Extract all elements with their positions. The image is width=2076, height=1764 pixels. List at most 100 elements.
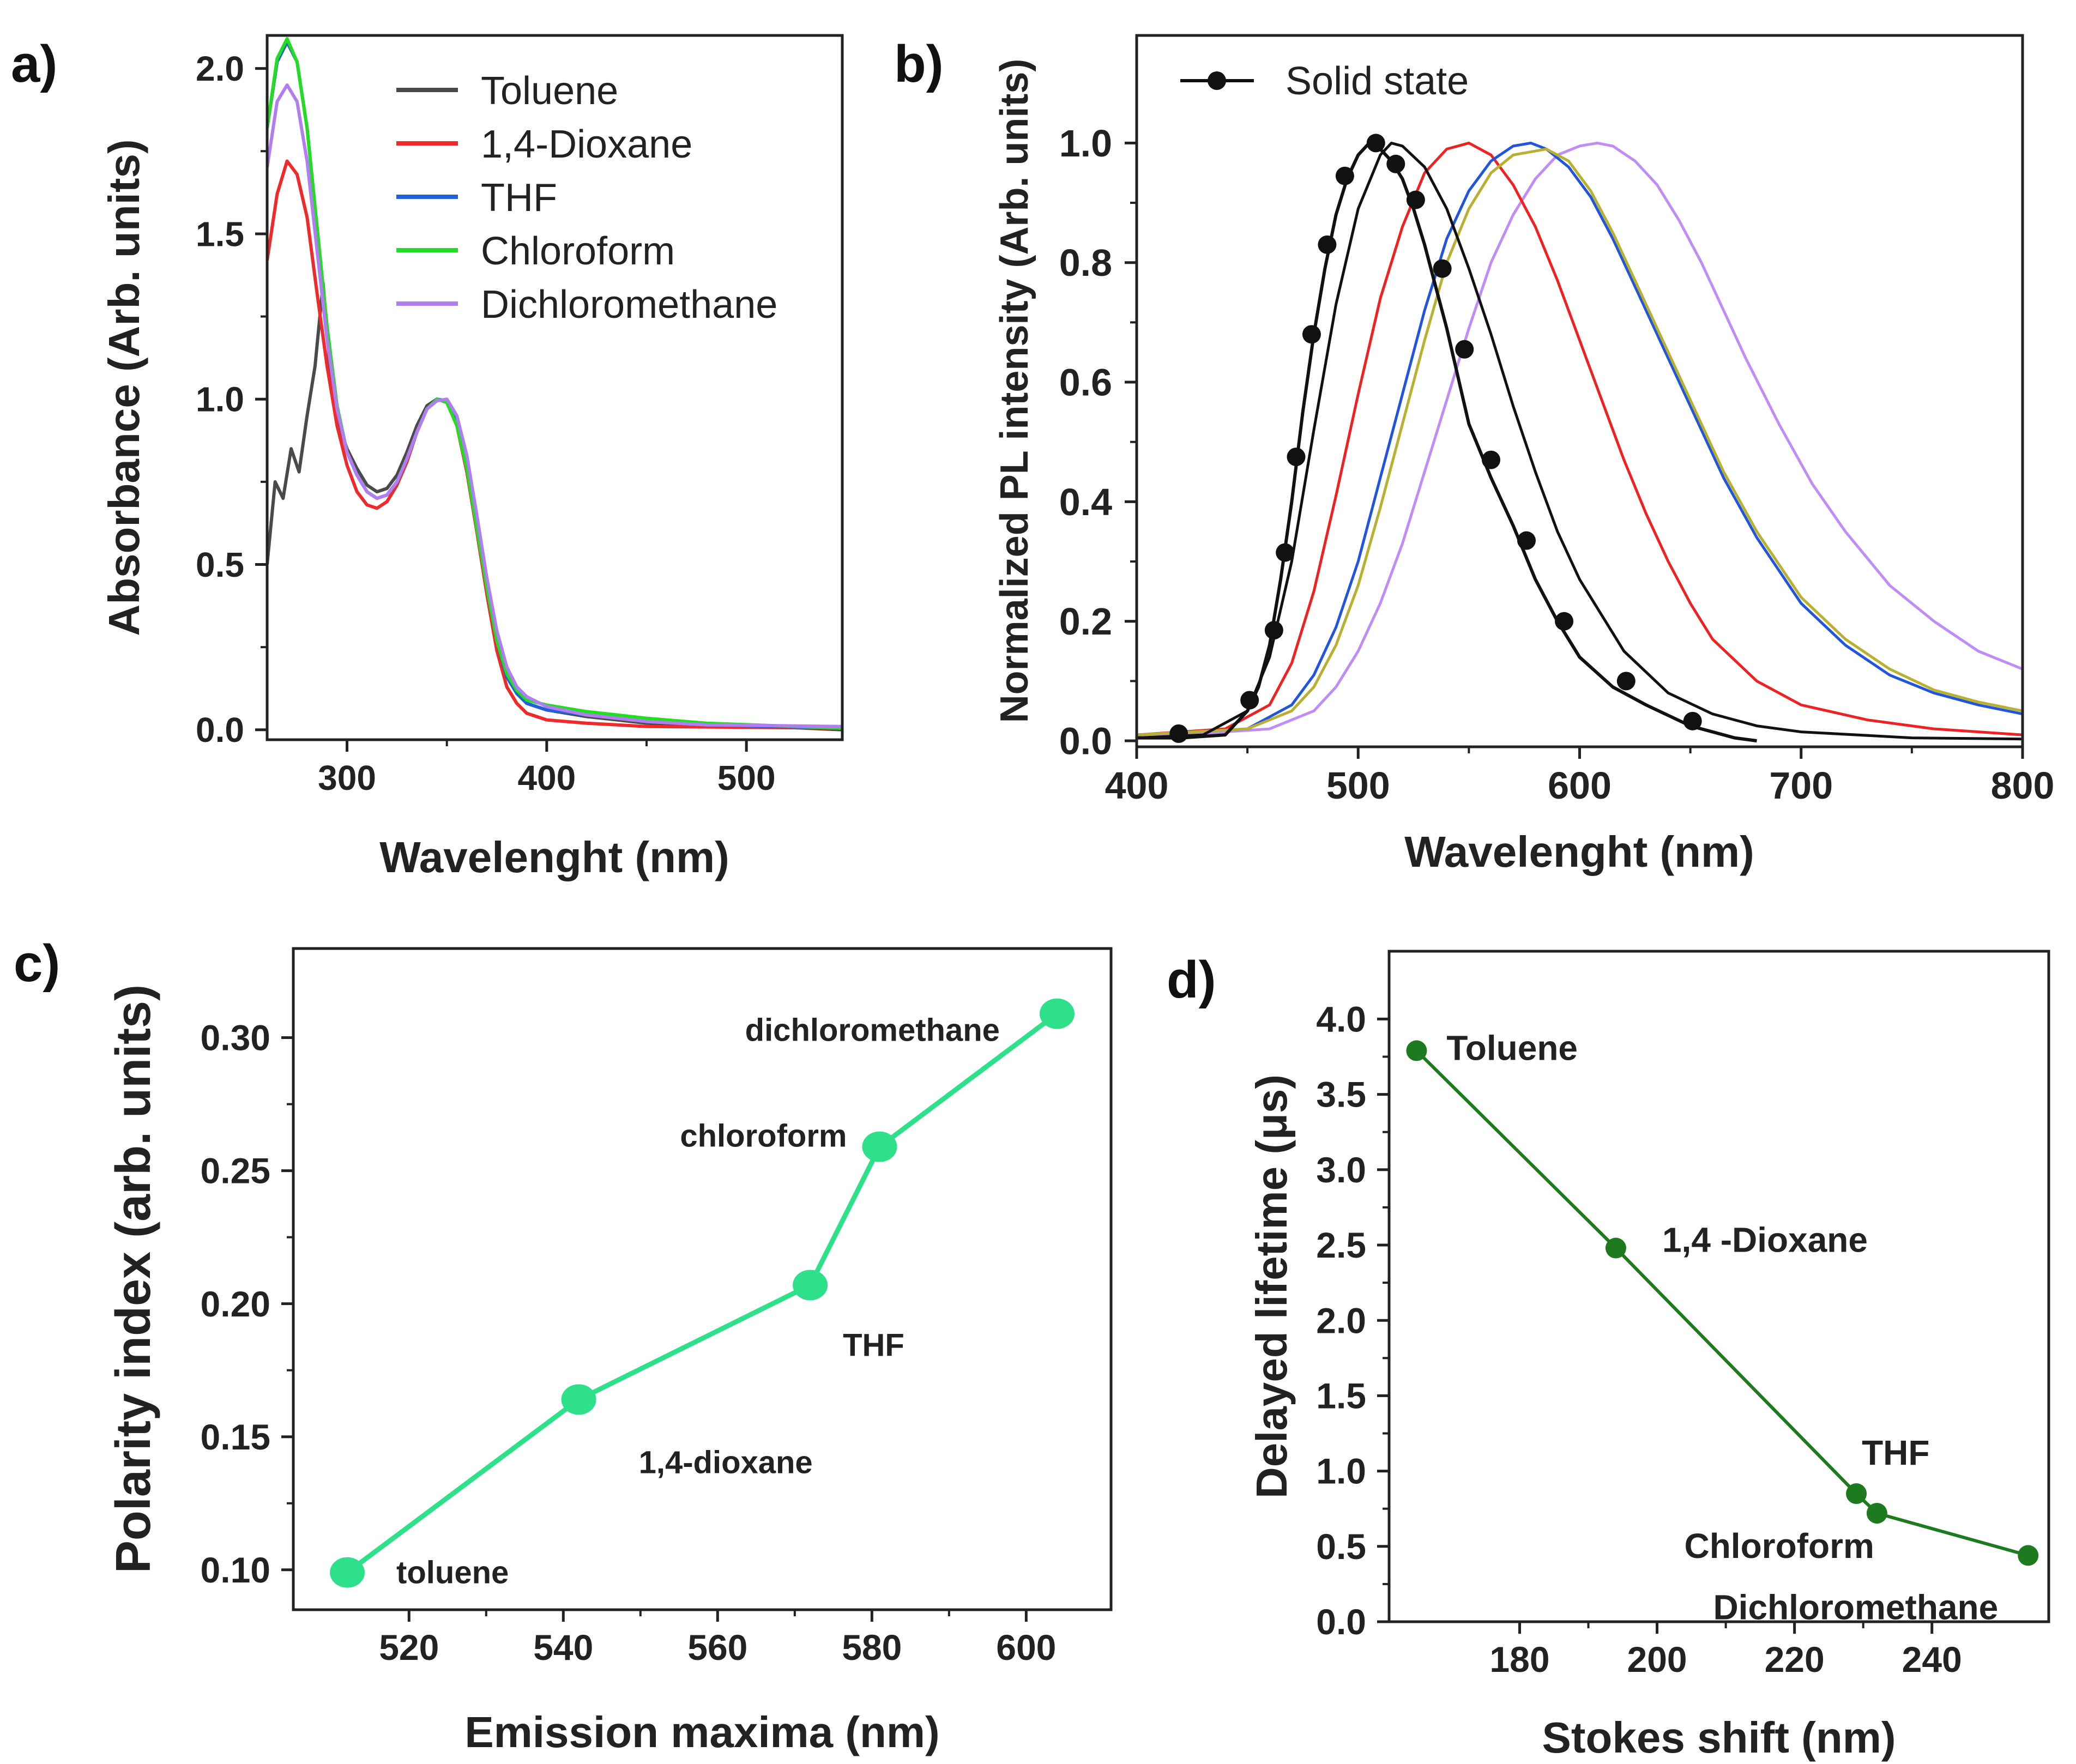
- y-tick-label-1: 0.15: [201, 1417, 270, 1457]
- y-tick-label-7: 3.5: [1316, 1074, 1366, 1115]
- polarity-point-label-chloroform: chloroform: [680, 1119, 847, 1154]
- lifetime-point-1-4-dioxane: [1605, 1237, 1626, 1259]
- y-tick-label-0: 0.0: [1059, 720, 1112, 763]
- y-tick-label-6: 3.0: [1316, 1150, 1366, 1190]
- x-tick-label-520: 520: [379, 1627, 439, 1668]
- polarity-y-axis-title: Polarity index (arb. units): [106, 984, 161, 1573]
- polarity-point-label-1-4-dioxane: 1,4-dioxane: [639, 1445, 813, 1480]
- y-tick-label-4: 0.30: [201, 1018, 270, 1058]
- x-tick-label-400: 400: [517, 758, 576, 798]
- y-tick-label-3: 0.6: [1059, 361, 1112, 404]
- pl-marker-solid-state-5: [1302, 325, 1321, 344]
- pl-line-1-4-dioxane: [1137, 141, 2023, 736]
- y-tick-label-4: 0.8: [1059, 241, 1112, 284]
- absorbance-x-axis-title: Wavelenght (nm): [379, 833, 729, 881]
- y-tick-label-2: 0.20: [201, 1284, 270, 1324]
- lifetime-point-chloroform: [1866, 1502, 1887, 1524]
- pl-marker-solid-state-13: [1482, 450, 1500, 469]
- y-tick-label-4: 2.0: [1316, 1300, 1366, 1340]
- x-tick-label-700: 700: [1769, 764, 1833, 807]
- legend-label-toluene: Toluene: [481, 69, 618, 113]
- pl-legend: Solid state: [1180, 59, 1469, 103]
- pl-y-axis-title: Normalized PL intensity (Arb. units): [993, 59, 1036, 723]
- y-tick-label-1: 0.5: [1316, 1526, 1366, 1567]
- absorbance-series-group: [267, 37, 842, 732]
- y-tick-label-0: 0.10: [201, 1550, 270, 1590]
- x-tick-label-200: 200: [1627, 1639, 1687, 1680]
- polarity-point-chloroform: [862, 1131, 897, 1162]
- polarity-chart: toluene 1,4-dioxane THF chloroform dichlorom…: [106, 947, 1113, 1756]
- legend-label-dichloromethane: Dichloromethane: [481, 283, 777, 327]
- lifetime-ticks: 180 200 220 240 0.0 0.5 1.0 1.5 2.0 2.5 3.0 3.5 4.0: [1316, 999, 1962, 1680]
- lifetime-chart: Toluene 1,4 -Dioxane THF Chloroform Dichloro…: [1247, 950, 2050, 1762]
- lifetime-series-group: Toluene 1,4 -Dioxane THF Chloroform Dichloro…: [1406, 1028, 2039, 1627]
- pl-marker-solid-state-11: [1433, 259, 1452, 278]
- polarity-point-toluene: [330, 1557, 365, 1588]
- x-tick-label-580: 580: [842, 1627, 902, 1668]
- pl-ticks: 400 500 600 700 800 0.0 0.2 0.4 0.6 0.8 1.0: [1059, 122, 2055, 807]
- panel-label-c: c): [14, 934, 60, 993]
- lifetime-point-label-1-4-dioxane: 1,4 -Dioxane: [1662, 1221, 1868, 1260]
- legend-label-solid-state: Solid state: [1286, 59, 1469, 103]
- lifetime-point-label-chloroform: Chloroform: [1684, 1526, 1874, 1566]
- y-tick-label-2: 1.0: [1316, 1451, 1366, 1491]
- y-tick-label-5: 2.5: [1316, 1225, 1366, 1265]
- pl-marker-solid-state-10: [1406, 190, 1425, 209]
- pl-line-toluene: [1137, 141, 2023, 741]
- absorbance-chart: 300 400 500 0.0 0.5 1.0 1.5 2.0 Wavelenght (nm)…: [100, 34, 844, 881]
- lifetime-point-label-thf: THF: [1862, 1433, 1929, 1472]
- polarity-point-label-thf: THF: [843, 1327, 904, 1363]
- pl-marker-solid-state-7: [1335, 166, 1354, 185]
- x-tick-label-240: 240: [1902, 1639, 1962, 1680]
- y-tick-label-3: 1.5: [196, 214, 244, 253]
- y-tick-label-0: 0.0: [1316, 1602, 1366, 1642]
- pl-marker-solid-state-14: [1517, 531, 1536, 550]
- y-tick-label-2: 0.4: [1059, 481, 1112, 523]
- absorbance-plot-frame: [265, 34, 844, 741]
- polarity-point-1-4-dioxane: [561, 1384, 596, 1415]
- absorbance-ticks: 300 400 500 0.0 0.5 1.0 1.5 2.0: [196, 49, 776, 798]
- x-tick-label-500: 500: [1326, 764, 1390, 807]
- pl-marker-solid-state-6: [1318, 235, 1337, 254]
- lifetime-point-label-toluene: Toluene: [1446, 1028, 1578, 1067]
- x-tick-label-600: 600: [996, 1627, 1056, 1668]
- pl-marker-solid-state-4: [1287, 448, 1306, 467]
- x-tick-label-560: 560: [687, 1627, 747, 1668]
- lifetime-point-toluene: [1406, 1040, 1427, 1061]
- x-tick-label-400: 400: [1105, 764, 1169, 807]
- lifetime-connecting-line: [1415, 1049, 2029, 1557]
- pl-marker-solid-state-16: [1616, 672, 1636, 691]
- pl-marker-solid-state-1: [1240, 691, 1259, 710]
- absorbance-legend: Toluene 1,4-Dioxane THF Chloroform Dichl…: [396, 69, 777, 327]
- polarity-point-label-dichloromethane: dichloromethane: [745, 1013, 1000, 1048]
- legend-label-thf: THF: [481, 176, 557, 220]
- y-tick-label-3: 1.5: [1316, 1375, 1366, 1416]
- lifetime-point-thf: [1846, 1483, 1867, 1505]
- legend-label-chloroform: Chloroform: [481, 229, 675, 273]
- y-tick-label-4: 2.0: [196, 49, 244, 88]
- polarity-point-dichloromethane: [1039, 998, 1075, 1029]
- pl-marker-solid-state-0: [1169, 724, 1188, 743]
- lifetime-point-label-dichloromethane: Dichloromethane: [1713, 1587, 1998, 1627]
- pl-chart: 400 500 600 700 800 0.0 0.2 0.4 0.6 0.8 1.0 Wavele…: [993, 34, 2055, 876]
- polarity-plot-frame: [292, 947, 1113, 1611]
- panel-label-d: d): [1167, 951, 1216, 1009]
- polarity-ticks: 520 540 560 580 600 0.10 0.15 0.20 0.25 0.30: [201, 1018, 1057, 1668]
- pl-marker-solid-state-3: [1276, 543, 1295, 562]
- polarity-series-group: toluene 1,4-dioxane THF chloroform dichlorom…: [330, 998, 1075, 1591]
- absorbance-line-dichloromethane: [267, 83, 842, 728]
- pl-x-axis-title: Wavelenght (nm): [1404, 827, 1754, 876]
- pl-line-chloroform: [1137, 147, 2023, 736]
- pl-line-thf: [1137, 141, 2023, 736]
- y-tick-label-1: 0.5: [196, 545, 244, 584]
- panel-label-b: b): [894, 35, 944, 93]
- legend-label-dioxane: 1,4-Dioxane: [481, 123, 692, 166]
- pl-line-dichloromethane: [1137, 141, 2023, 740]
- lifetime-point-dichloromethane: [2018, 1545, 2039, 1566]
- polarity-point-label-toluene: toluene: [396, 1555, 509, 1591]
- y-tick-label-0: 0.0: [196, 710, 244, 750]
- polarity-x-axis-title: Emission maxima (nm): [464, 1708, 939, 1756]
- pl-series-group: [1137, 134, 2023, 743]
- absorbance-line-toluene: [267, 281, 842, 732]
